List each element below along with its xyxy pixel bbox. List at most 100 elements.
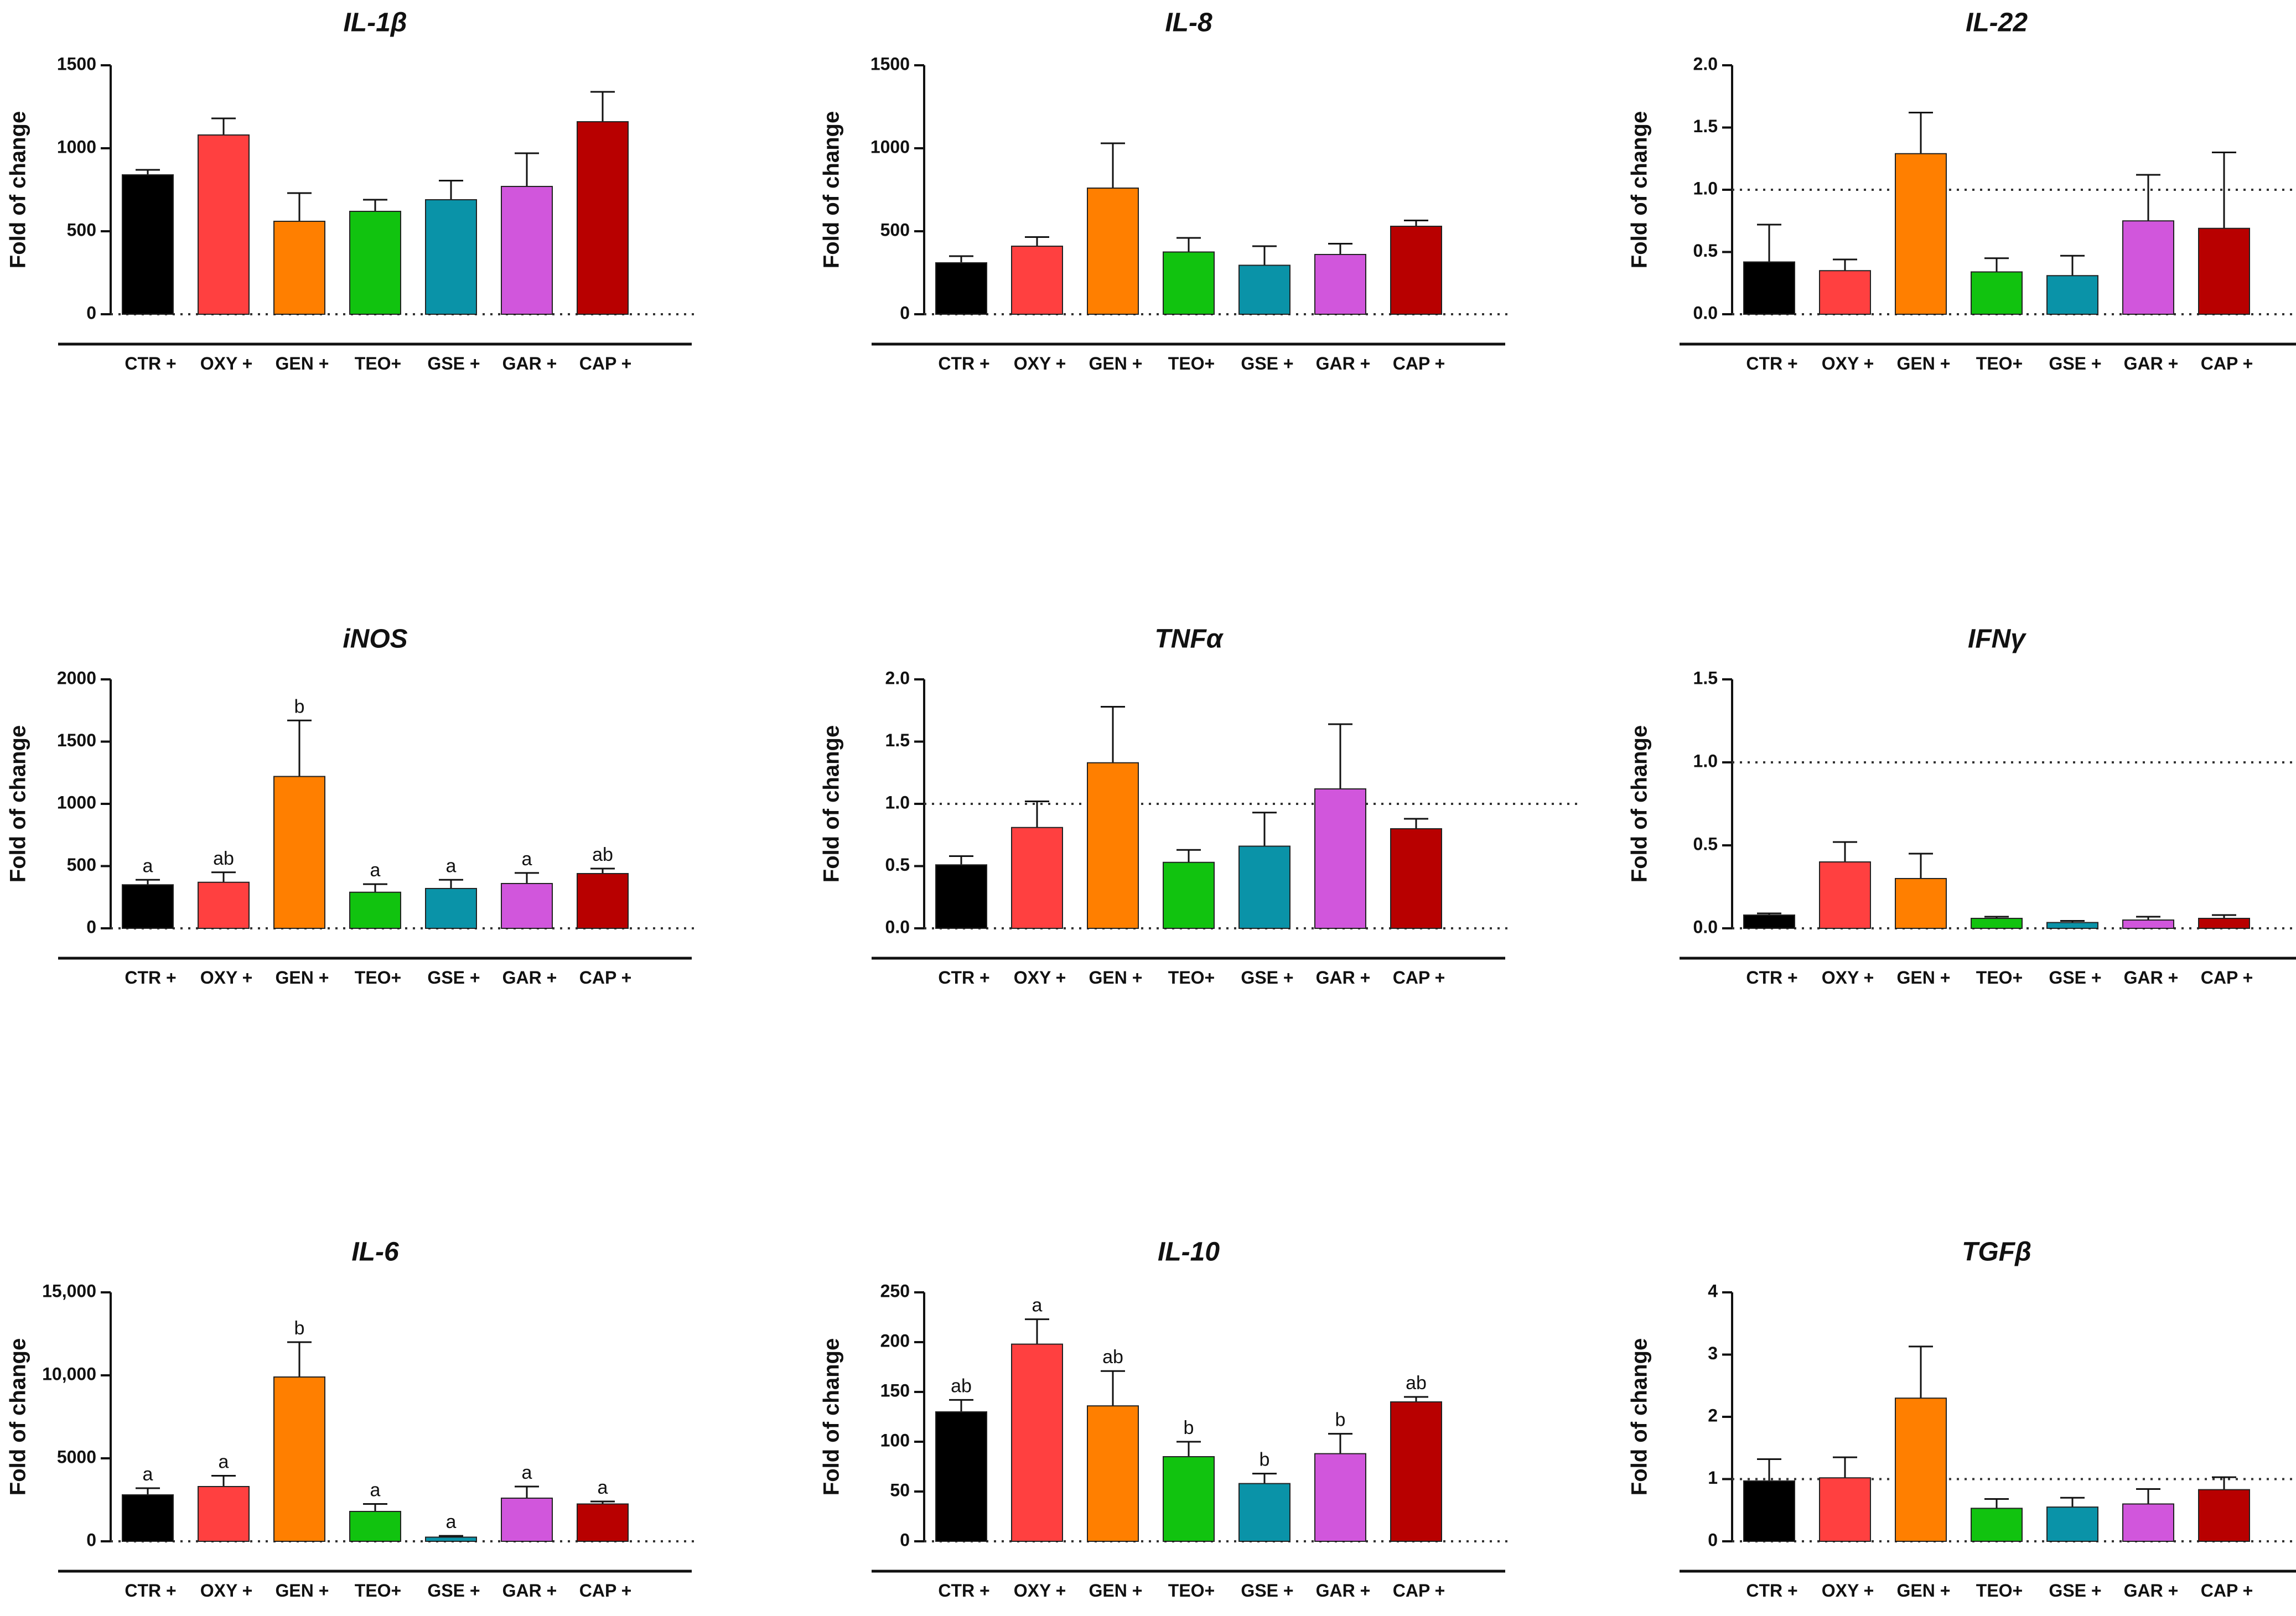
bar-2 xyxy=(1011,246,1063,315)
x-tick-label: CTR + xyxy=(938,354,989,373)
y-tick-label: 100 xyxy=(880,1430,910,1450)
significance-label: ab xyxy=(213,848,234,869)
bar-1 xyxy=(935,262,987,315)
y-tick-label: 50 xyxy=(890,1480,910,1500)
chart-panel-1: IL-1β Fold of change 0 500 1000 1500 CTR + OXY … xyxy=(6,8,694,373)
bar-7 xyxy=(2198,1489,2250,1542)
x-tick-label: GEN + xyxy=(1089,354,1143,373)
x-tick-label: CAP + xyxy=(2201,1581,2253,1601)
x-tick-label: CTR + xyxy=(125,1581,176,1601)
x-tick-label: TEO+ xyxy=(1976,968,2023,988)
bar-4 xyxy=(349,891,401,929)
chart-title: iNOS xyxy=(343,625,407,654)
significance-label: ab xyxy=(1406,1373,1427,1394)
x-tick-label: CTR + xyxy=(1746,354,1797,373)
y-axis-label: Fold of change xyxy=(820,111,844,268)
bar-3 xyxy=(1087,1405,1139,1542)
chart-title: IL-1β xyxy=(343,8,407,38)
x-tick-label: GSE + xyxy=(427,354,480,373)
x-tick-label: CTR + xyxy=(938,968,989,988)
y-tick-label: 1000 xyxy=(870,137,910,157)
y-tick-label: 0.5 xyxy=(1693,241,1718,261)
bar-7 xyxy=(577,873,629,929)
y-tick-label: 150 xyxy=(880,1380,910,1400)
bar-1 xyxy=(122,174,174,315)
bar-3 xyxy=(273,1376,325,1542)
bar-3 xyxy=(273,221,325,315)
bar-1 xyxy=(122,1494,174,1542)
y-tick-label: 1.5 xyxy=(1693,116,1718,136)
x-tick-label: GEN + xyxy=(1089,968,1143,988)
bar-1 xyxy=(1743,914,1795,929)
bar-5 xyxy=(2046,922,2098,929)
chart-title: IFNγ xyxy=(1968,625,2027,654)
bar-7 xyxy=(577,121,629,315)
x-tick-label: OXY + xyxy=(200,968,253,988)
x-tick-label: GEN + xyxy=(1897,968,1951,988)
x-tick-label: GEN + xyxy=(276,1581,329,1601)
bar-6 xyxy=(501,1498,553,1542)
y-tick-label: 0 xyxy=(86,303,96,323)
significance-label: a xyxy=(446,855,457,876)
y-tick-label: 1.5 xyxy=(1693,668,1718,688)
chart-panel-2: IL-8 Fold of change 0 500 1000 1500 CTR + OXY +… xyxy=(820,8,1508,373)
chart-panel-9: TGFβ Fold of change 0 1 2 3 4 CTR + OXY + GEN + TE… xyxy=(1628,1238,2296,1601)
significance-label: ab xyxy=(1102,1347,1123,1368)
y-tick-label: 2.0 xyxy=(885,668,910,688)
y-tick-label: 0 xyxy=(1708,1530,1718,1550)
y-tick-label: 2000 xyxy=(57,668,96,688)
x-tick-label: GSE + xyxy=(1241,354,1293,373)
chart-title: TGFβ xyxy=(1962,1238,2031,1267)
bar-1 xyxy=(935,1411,987,1542)
x-tick-label: OXY + xyxy=(200,1581,253,1601)
bar-3 xyxy=(1895,153,1947,315)
x-tick-label: TEO+ xyxy=(1976,354,2023,373)
bar-2 xyxy=(198,1486,250,1542)
y-tick-label: 0.0 xyxy=(1693,917,1718,937)
y-axis-label: Fold of change xyxy=(820,725,844,882)
significance-label: b xyxy=(294,696,305,717)
significance-label: a xyxy=(143,1464,153,1485)
x-tick-label: GEN + xyxy=(276,354,329,373)
x-tick-label: GAR + xyxy=(2124,1581,2179,1601)
bar-4 xyxy=(349,1511,401,1542)
y-axis-label: Fold of change xyxy=(6,111,30,268)
x-tick-label: GSE + xyxy=(2049,354,2101,373)
bar-2 xyxy=(1011,1343,1063,1542)
x-tick-label: CTR + xyxy=(938,1581,989,1601)
significance-label: a xyxy=(143,855,153,876)
x-tick-label: CAP + xyxy=(2201,354,2253,373)
y-tick-label: 10,000 xyxy=(42,1364,96,1384)
bar-6 xyxy=(1314,788,1366,929)
x-tick-label: CAP + xyxy=(579,1581,632,1601)
chart-panel-7: IL-6 Fold of change 0 5000 10,000 15,000 a CTR … xyxy=(6,1238,694,1601)
y-axis-label: Fold of change xyxy=(1628,725,1652,882)
bar-6 xyxy=(2122,1503,2174,1542)
x-tick-label: GAR + xyxy=(2124,968,2179,988)
x-tick-label: OXY + xyxy=(1014,354,1066,373)
x-tick-label: TEO+ xyxy=(355,1581,401,1601)
y-tick-label: 0.5 xyxy=(885,855,910,875)
bar-4 xyxy=(1163,251,1215,315)
y-tick-label: 0.5 xyxy=(1693,834,1718,854)
x-tick-label: CAP + xyxy=(579,968,632,988)
bar-4 xyxy=(349,211,401,315)
bar-6 xyxy=(2122,919,2174,929)
x-tick-label: CAP + xyxy=(1393,968,1445,988)
chart-title: IL-8 xyxy=(1165,8,1212,38)
x-tick-label: GAR + xyxy=(1316,968,1371,988)
bar-4 xyxy=(1971,918,2023,929)
y-tick-label: 500 xyxy=(880,220,910,240)
chart-title: IL-10 xyxy=(1158,1238,1220,1267)
bar-5 xyxy=(425,199,477,315)
y-tick-label: 1.0 xyxy=(885,792,910,812)
bar-2 xyxy=(1819,861,1871,929)
x-tick-label: GSE + xyxy=(2049,968,2101,988)
y-tick-label: 1000 xyxy=(57,137,96,157)
x-tick-label: TEO+ xyxy=(1168,354,1215,373)
significance-label: a xyxy=(370,860,381,881)
significance-label: a xyxy=(522,1462,532,1483)
y-tick-label: 1 xyxy=(1708,1468,1718,1488)
bar-1 xyxy=(122,884,174,929)
